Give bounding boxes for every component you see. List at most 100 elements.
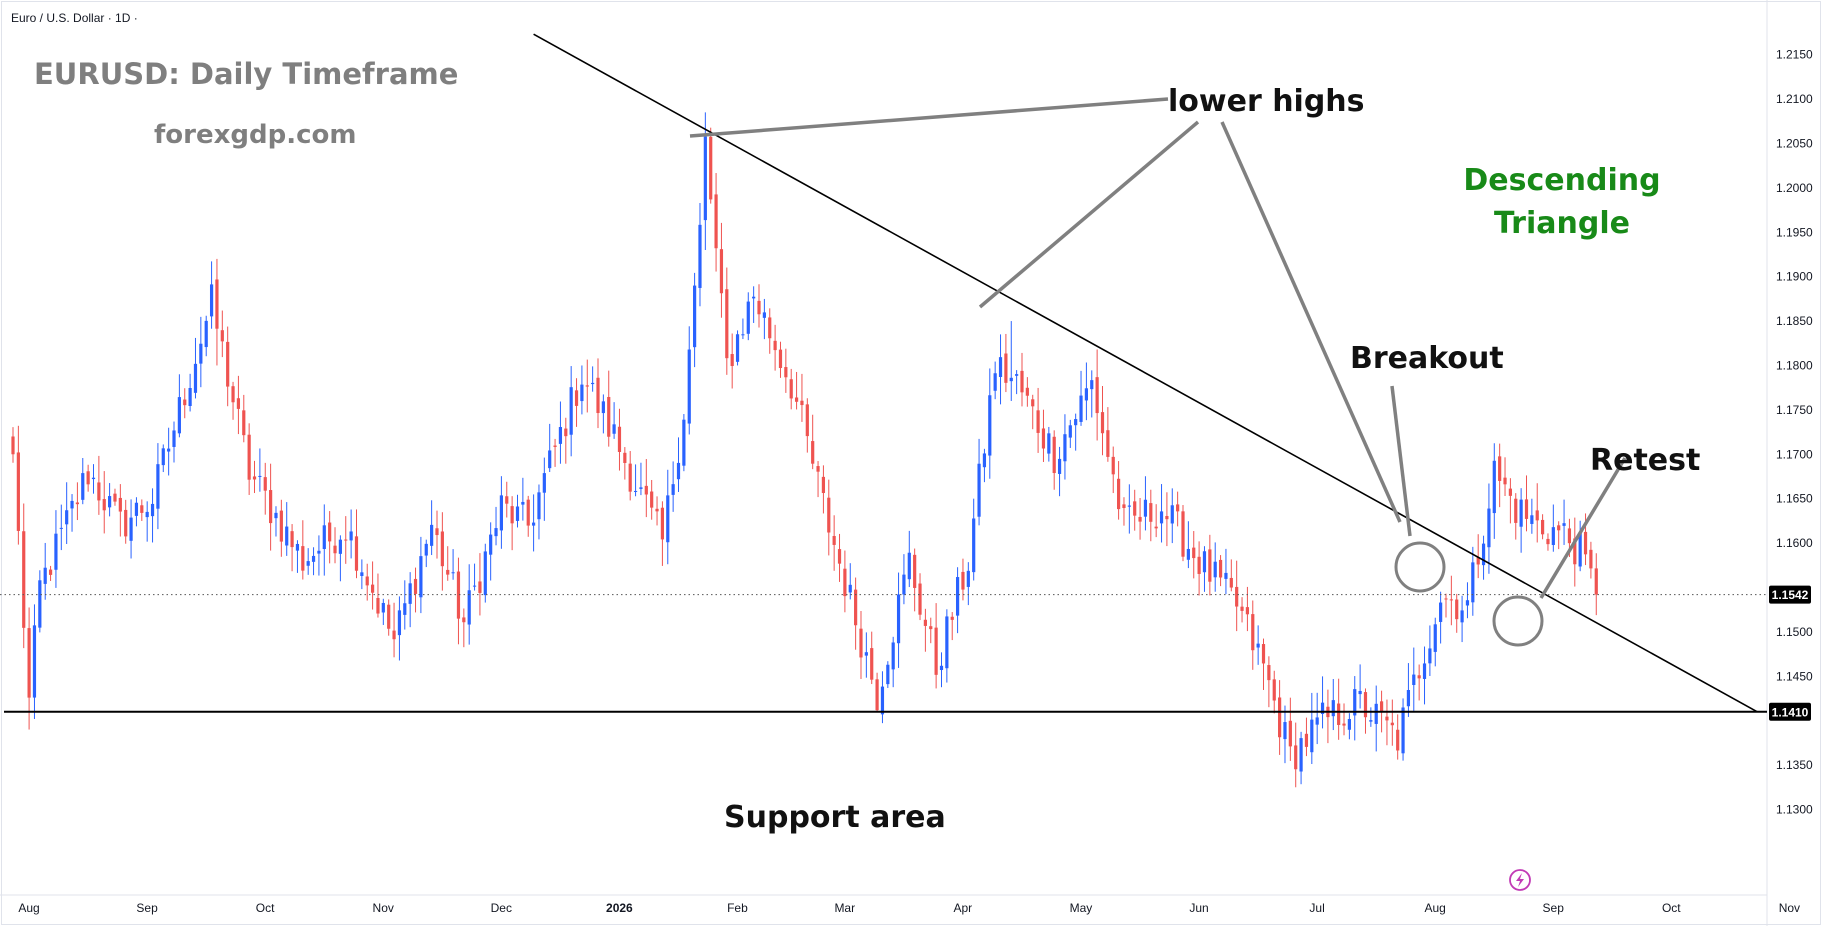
candle — [698, 202, 702, 307]
candle — [1047, 426, 1051, 462]
candle — [644, 459, 648, 518]
candle — [424, 539, 428, 568]
candle — [687, 326, 691, 435]
candle — [655, 496, 659, 526]
x-tick-label: Oct — [1662, 901, 1681, 915]
candle — [1288, 697, 1292, 761]
candle — [891, 636, 895, 688]
candle — [735, 330, 740, 366]
candle — [113, 488, 117, 506]
candle — [1455, 593, 1459, 633]
candle — [1524, 475, 1529, 532]
candle — [370, 561, 375, 610]
candle — [1213, 542, 1217, 592]
candle — [1347, 713, 1351, 740]
candle — [1401, 698, 1405, 761]
symbol-header[interactable]: Euro / U.S. Dollar · 1D · — [11, 11, 138, 25]
x-tick-label: Oct — [256, 901, 275, 915]
candle — [11, 427, 15, 463]
price-tag: 1.1542 — [1769, 585, 1811, 604]
candle — [1154, 504, 1158, 538]
candle — [97, 455, 101, 515]
candle — [1192, 531, 1196, 579]
candle — [381, 598, 385, 625]
candle — [140, 499, 144, 521]
candle — [666, 469, 670, 565]
candle — [633, 464, 638, 497]
candle — [274, 506, 278, 537]
breakout-circle — [1394, 541, 1446, 593]
candle — [1422, 646, 1427, 705]
x-tick-label: Sep — [1543, 901, 1565, 915]
y-tick-label: 1.2150 — [1776, 48, 1813, 62]
candle — [569, 366, 573, 457]
candle — [161, 444, 165, 473]
candle — [1358, 664, 1362, 709]
candle — [1052, 430, 1056, 490]
candle — [118, 484, 122, 537]
candle — [574, 378, 579, 427]
candle — [1439, 591, 1443, 644]
candle — [531, 494, 536, 552]
candle — [1294, 722, 1298, 788]
candle — [1143, 476, 1148, 531]
descending-trendline[interactable] — [533, 33, 1758, 713]
candle — [472, 563, 477, 591]
x-tick-label: Jun — [1189, 901, 1208, 915]
candle — [177, 374, 181, 438]
candle — [558, 401, 563, 464]
candle — [1320, 676, 1325, 729]
lightning-icon[interactable] — [1509, 869, 1531, 891]
candle — [1390, 699, 1394, 746]
source-annotation: forexgdp.com — [154, 120, 356, 150]
price-axis[interactable]: 1.2150 1.2100 1.2050 1.2000 1.1950 1.1900 1.18… — [1776, 48, 1813, 817]
y-tick-label: 1.1500 — [1776, 625, 1813, 639]
candle — [54, 510, 58, 588]
candle — [730, 333, 734, 389]
candle — [1460, 595, 1464, 643]
y-tick-label: 1.2100 — [1776, 92, 1813, 106]
candle — [843, 550, 847, 613]
y-tick-label: 1.1300 — [1776, 802, 1813, 816]
candle — [86, 464, 90, 492]
breakout-label: Breakout — [1350, 341, 1504, 376]
candle — [1197, 541, 1201, 596]
candle — [1299, 731, 1303, 785]
y-tick-label: 1.1700 — [1776, 447, 1813, 461]
candle — [258, 448, 262, 492]
y-tick-label: 1.1350 — [1776, 758, 1813, 772]
time-axis[interactable]: Aug Sep Oct Nov Dec 2026 Feb Mar Apr May Jun Jul Aug… — [18, 901, 1800, 915]
candle — [1122, 497, 1126, 526]
candle — [451, 549, 455, 580]
candle — [977, 438, 981, 526]
candle — [896, 572, 901, 668]
candle — [1202, 546, 1207, 592]
candle — [1508, 478, 1512, 524]
candle — [1117, 461, 1121, 520]
candle — [1208, 534, 1212, 596]
candle — [134, 497, 139, 527]
candle — [821, 465, 826, 514]
candle — [939, 652, 944, 688]
candle — [515, 494, 520, 528]
candle — [639, 462, 643, 496]
candle — [403, 580, 407, 630]
candle — [27, 607, 31, 730]
pointer-lower-highs-2 — [978, 120, 1200, 309]
candle — [419, 536, 423, 614]
candle — [886, 661, 890, 688]
candle — [489, 522, 493, 581]
x-tick-label: Nov — [1779, 901, 1800, 915]
candle — [752, 286, 756, 323]
candle — [1031, 394, 1035, 430]
candle — [607, 370, 611, 447]
candle — [1578, 520, 1582, 572]
candle — [91, 464, 96, 494]
candle — [612, 402, 616, 439]
candle — [499, 476, 503, 549]
retest-label: Retest — [1590, 443, 1700, 478]
candle — [1133, 489, 1137, 531]
